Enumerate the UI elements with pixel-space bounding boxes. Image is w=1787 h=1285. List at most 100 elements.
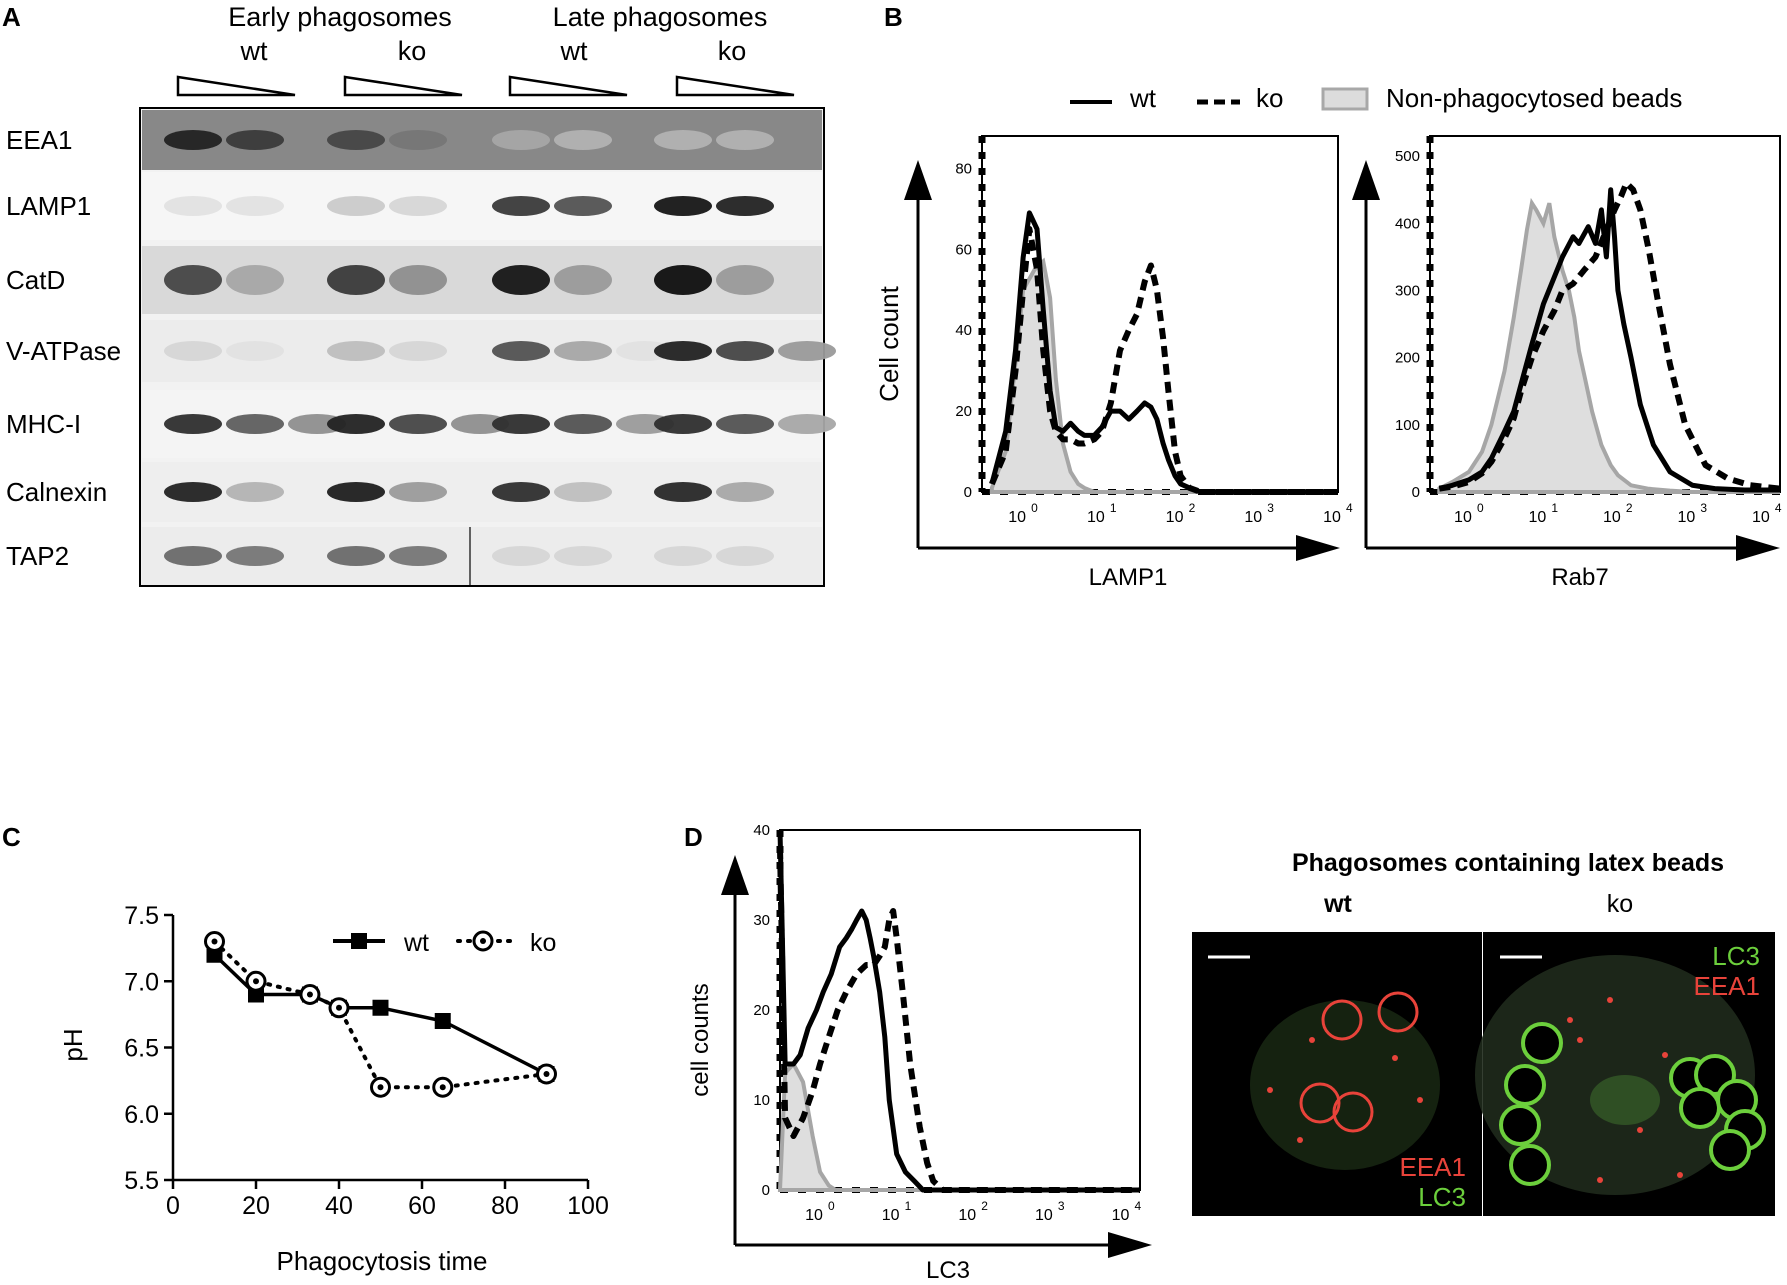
series-ko-point-dot xyxy=(543,1071,550,1077)
panel-b-legend: wt ko Non-phagocytosed beads xyxy=(1070,83,1682,113)
y-tick-label: 400 xyxy=(1395,215,1420,232)
blot-band xyxy=(554,341,612,361)
y-tick-label: 80 xyxy=(955,160,972,177)
series-wt-point xyxy=(372,999,389,1016)
legend-ko-label: ko xyxy=(1256,83,1283,113)
y-tick-label: 30 xyxy=(753,912,770,929)
x-tick-label: 10 xyxy=(1087,509,1105,526)
blot-band xyxy=(226,130,284,150)
blot-row-label-catd: CatD xyxy=(6,265,65,295)
x-tick-exponent: 2 xyxy=(1189,501,1196,515)
series-beads-fill xyxy=(1437,197,1780,494)
blot-band xyxy=(327,265,385,295)
blot-band xyxy=(554,265,612,295)
legend-beads-swatch xyxy=(1321,87,1369,111)
eea1-punctum xyxy=(1597,1177,1603,1183)
y-axis-arrowhead xyxy=(721,855,749,895)
microscopy-wt-label: wt xyxy=(1323,890,1352,918)
blot-band xyxy=(554,546,612,566)
y-tick-label: 7.0 xyxy=(124,968,159,996)
y-tick-label: 500 xyxy=(1395,148,1420,165)
x-tick-exponent: 0 xyxy=(828,1199,835,1213)
panel-label-d: D xyxy=(684,822,703,852)
x-tick-label: 10 xyxy=(1529,509,1547,526)
dilution-wedge xyxy=(343,75,463,97)
blot-band xyxy=(226,341,284,361)
y-tick-label: 0 xyxy=(1412,484,1420,501)
blot-band xyxy=(654,265,712,295)
eea1-punctum xyxy=(1662,1052,1668,1058)
x-tick-exponent: 3 xyxy=(1267,501,1274,515)
blot-band xyxy=(554,482,612,502)
y-tick-label: 40 xyxy=(955,322,972,339)
x-tick-exponent: 2 xyxy=(981,1199,988,1213)
blot-band xyxy=(492,482,550,502)
blot-band xyxy=(654,482,712,502)
legend-wt-label: wt xyxy=(403,929,429,957)
dilution-wedge xyxy=(176,75,296,97)
series-ko-point-dot xyxy=(377,1084,384,1091)
blot-band xyxy=(389,265,447,295)
blot-band xyxy=(226,196,284,216)
blot-band xyxy=(327,546,385,566)
x-tick-label: 10 xyxy=(958,1207,976,1224)
x-tick-label: 10 xyxy=(1112,1207,1130,1224)
x-tick-exponent: 4 xyxy=(1135,1199,1142,1213)
x-tick-label: 100 xyxy=(567,1192,609,1220)
blot-band xyxy=(389,546,447,566)
dilution-wedge xyxy=(508,75,628,97)
x-axis-label: LAMP1 xyxy=(1089,564,1168,591)
x-tick-label: 10 xyxy=(1752,509,1770,526)
y-tick-label: 300 xyxy=(1395,282,1420,299)
phagosome-ring-lc3 xyxy=(1709,1129,1751,1171)
blot-band xyxy=(716,482,774,502)
phagosome-ring-eea1 xyxy=(1321,999,1363,1041)
y-tick-label: 6.5 xyxy=(124,1035,159,1063)
blot-band xyxy=(716,546,774,566)
y-tick-label: 5.5 xyxy=(124,1167,159,1195)
microscopy-panel: Phagosomes containing latex beads wt ko … xyxy=(1192,849,1775,1216)
x-tick-label: 10 xyxy=(1454,509,1472,526)
blot-band xyxy=(327,341,385,361)
blot-band xyxy=(389,196,447,216)
blot-band xyxy=(716,265,774,295)
x-tick-exponent: 1 xyxy=(1551,501,1558,515)
x-tick-exponent: 2 xyxy=(1626,501,1633,515)
blot-band xyxy=(554,130,612,150)
x-tick-exponent: 4 xyxy=(1346,501,1353,515)
y-tick-label: 6.0 xyxy=(124,1101,159,1129)
eea1-punctum xyxy=(1567,1017,1573,1023)
lane-label-wt-late: wt xyxy=(560,36,588,66)
legend-beads-label: Non-phagocytosed beads xyxy=(1386,83,1682,113)
series-ko-point-dot xyxy=(306,991,313,998)
x-axis-arrowhead xyxy=(1108,1232,1152,1258)
blot-band xyxy=(164,341,222,361)
blot-row-label-lamp1: LAMP1 xyxy=(6,191,91,221)
blot-band xyxy=(389,482,447,502)
x-tick-label: 20 xyxy=(242,1192,270,1220)
series-wt-line xyxy=(1438,187,1780,493)
plot-frame xyxy=(779,829,1141,1191)
panel-label-a: A xyxy=(2,2,21,32)
blot-band xyxy=(226,414,284,434)
microscopy-ko-label: ko xyxy=(1607,890,1633,918)
blot-band xyxy=(451,414,509,434)
y-tick-label: 0 xyxy=(964,484,972,501)
x-axis-arrowhead xyxy=(1736,535,1780,561)
x-tick-label: 10 xyxy=(1244,509,1262,526)
early-phagosomes-header: Early phagosomes xyxy=(228,2,452,32)
blot-band xyxy=(492,130,550,150)
eea1-punctum xyxy=(1607,997,1613,1003)
y-axis-arrowhead xyxy=(1352,160,1380,200)
x-tick-label: 10 xyxy=(882,1207,900,1224)
blot-band xyxy=(492,196,550,216)
blot-row-label-tap2: TAP2 xyxy=(6,541,69,571)
panel-a-western-blot: Early phagosomes Late phagosomes wt ko w… xyxy=(6,2,836,587)
blot-band xyxy=(554,414,612,434)
x-tick-label: 10 xyxy=(1678,509,1696,526)
y-tick-label: 200 xyxy=(1395,350,1420,367)
blot-band xyxy=(654,196,712,216)
